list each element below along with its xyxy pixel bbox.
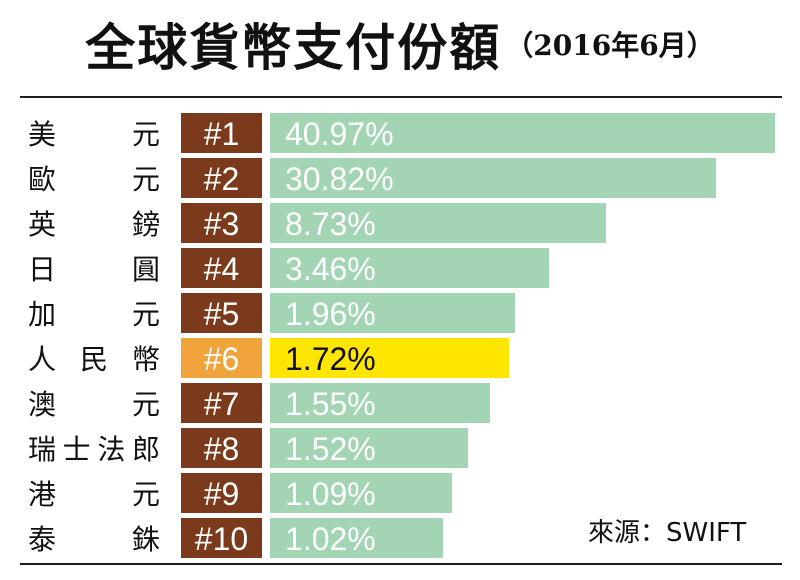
rank-label: #6 [204, 341, 240, 377]
rank-label: #8 [204, 431, 240, 467]
value-label: 3.46% [285, 251, 376, 287]
value-bar [270, 518, 443, 558]
value-label: 1.55% [285, 386, 376, 422]
category-label-suffix: 銖 [132, 523, 160, 556]
rank-box [181, 518, 262, 558]
rank-box [181, 293, 262, 333]
rank-box [181, 158, 262, 198]
category-label-suffix: 鎊 [132, 208, 160, 241]
value-bar [270, 338, 509, 378]
rank-label: #9 [204, 476, 240, 512]
category-label: 英 [28, 208, 56, 241]
category-label-suffix: 圓 [132, 253, 160, 286]
chart-title-block: 全球貨幣支付份額 （2016年6月） [0, 0, 800, 88]
rank-box [181, 248, 262, 288]
category-label: 港 [28, 478, 56, 511]
rank-label: #5 [204, 296, 240, 332]
rank-box [181, 113, 262, 153]
value-label: 8.73% [285, 206, 376, 242]
rank-box [181, 338, 262, 378]
value-label: 30.82% [285, 161, 394, 197]
top-rule [20, 96, 782, 98]
value-label: 1.96% [285, 296, 376, 332]
category-label: 人民幣 [28, 343, 160, 376]
rank-label: #10 [195, 521, 248, 557]
category-label-suffix: 元 [132, 163, 160, 196]
rank-box [181, 383, 262, 423]
value-bar [270, 113, 775, 153]
rank-label: #1 [204, 116, 240, 152]
category-label: 瑞士法郎 [28, 433, 160, 466]
rank-box [181, 203, 262, 243]
category-label-suffix: 元 [132, 118, 160, 151]
category-label: 歐 [28, 163, 56, 196]
rank-box [181, 473, 262, 513]
category-label: 美 [28, 118, 56, 151]
bottom-rule [20, 563, 782, 565]
value-label: 1.52% [285, 431, 376, 467]
category-label: 日 [28, 253, 56, 286]
value-label: 1.09% [285, 476, 376, 512]
rank-label: #3 [204, 206, 240, 242]
rank-label: #2 [204, 161, 240, 197]
rank-box [181, 428, 262, 468]
chart-title: 全球貨幣支付份額 [85, 18, 502, 77]
value-bar [270, 248, 549, 288]
rank-label: #4 [204, 251, 240, 287]
rank-label: #7 [204, 386, 240, 422]
value-bar [270, 203, 606, 243]
source-note: 來源：SWIFT [588, 518, 747, 548]
category-label: 泰 [28, 523, 56, 556]
value-label: 40.97% [285, 116, 394, 152]
value-bar [270, 473, 452, 513]
chart-subtitle: （2016年6月） [505, 29, 715, 62]
value-bar [270, 383, 490, 423]
category-label-suffix: 元 [132, 298, 160, 331]
value-label: 1.02% [285, 521, 376, 557]
category-label: 澳 [28, 388, 56, 421]
value-bar [270, 293, 515, 333]
category-label-suffix: 元 [132, 388, 160, 421]
category-label: 加 [28, 298, 56, 331]
category-label-suffix: 元 [132, 478, 160, 511]
value-bar [270, 428, 468, 468]
value-label: 1.72% [285, 341, 376, 377]
value-bar [270, 158, 716, 198]
